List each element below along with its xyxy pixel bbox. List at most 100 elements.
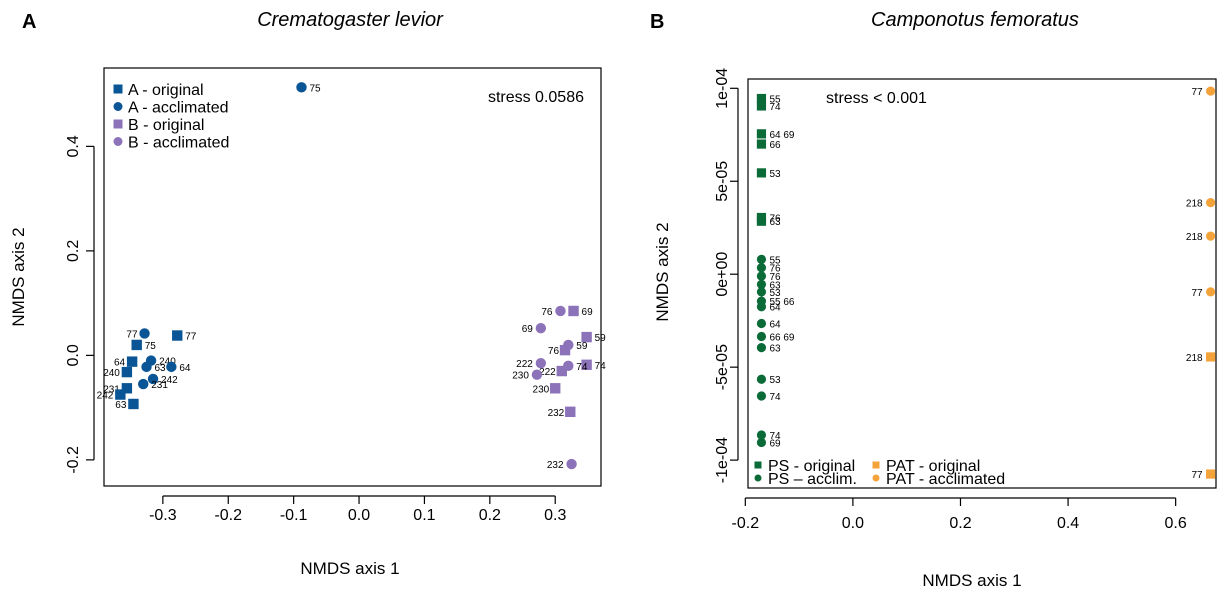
panel-b-point-pat-original (1206, 352, 1216, 362)
panel-b-point-label: 53 (769, 169, 781, 180)
panel-b-point-pat-acclimated (1206, 86, 1216, 96)
panel-b-point-label: 218 (1186, 232, 1203, 243)
panel-b-point-label: 76 (769, 214, 781, 225)
panel-b-point-ps-acclim (756, 374, 767, 384)
panel-a-xlabel: NMDS axis 1 (300, 559, 399, 578)
panel-a-point-a-original (121, 366, 133, 378)
panel-b-point-label: 53 (769, 375, 781, 386)
panel-a-point-label: 77 (185, 332, 197, 343)
panel-b-point-ps-original (756, 101, 767, 111)
panel-a-legend-label-a-acclimated: A - acclimated (128, 100, 228, 117)
panel-b-point-label: 63 (769, 280, 781, 291)
panel-b-point-label: 76 (769, 264, 781, 275)
panel-b-point-ps-original (756, 168, 767, 178)
panel-a-point-label: 75 (145, 341, 157, 352)
panel-b-legend-label-pat-original: PAT - original (886, 458, 980, 475)
panel-a-y-tick-label: 0.2 (65, 240, 82, 262)
panel-a-y-tick-label: -0.2 (65, 446, 82, 474)
panel-b-x-tick-label: 0.4 (1057, 515, 1079, 532)
panel-a-point-label: 77 (126, 329, 138, 340)
panel-b-y-tick-label: 0e+00 (714, 252, 731, 297)
panel-a-point-a-original (121, 383, 133, 394)
panel-a-point-label: 222 (539, 367, 556, 378)
panel-a-point-label: 59 (595, 333, 607, 344)
panel-a-legend-marker-a-original (113, 84, 123, 94)
panel-b-point-pat-acclimated (1206, 198, 1216, 208)
panel-a-point-a-acclimated (166, 361, 177, 373)
panel-a-legend-marker-b-acclimated (113, 137, 123, 146)
panel-b-x-tick-label: 0.6 (1165, 515, 1187, 532)
panel-b-y-tick-label: 5e-05 (714, 161, 731, 202)
panel-a-plot-frame (103, 67, 602, 487)
panel-b-point-ps-acclim (756, 271, 767, 281)
panel-a-point-a-acclimated (141, 361, 152, 373)
panel-a-point-a-acclimated (139, 328, 150, 339)
panel-a-x-tick-label: 0.3 (544, 507, 566, 524)
panel-b-point-ps-acclim (756, 318, 767, 329)
panel-a-point-label: 74 (576, 362, 588, 373)
panel-a-legend-marker-a-acclimated (113, 102, 123, 111)
panel-b-point-label: 74 (769, 102, 781, 113)
panel-a-point-label: 242 (97, 391, 114, 402)
panel-b-legend-marker-ps-original (754, 461, 762, 469)
panel-b-point-pat-acclimated (1206, 231, 1216, 241)
panel-a-title: Crematogaster levior (257, 9, 444, 31)
panel-b-point-ps-acclim (756, 263, 767, 273)
panel-a-plot: -0.3 -0.2 -0.1 0.0 0.1 0.2 0.3 -0.2 0.0 0.2 0.4 77 7… (65, 67, 607, 524)
panel-a-point-label: 59 (576, 341, 588, 352)
panel-b-point-label: 55 (769, 95, 781, 106)
panel-b-point-label: 76 (769, 272, 781, 283)
panel-a-point-label: 76 (541, 307, 553, 318)
panel-a-point-a-original (131, 339, 142, 351)
panel-a-point-b-acclimated (535, 323, 547, 334)
panel-b-point-label: 64 (769, 319, 781, 330)
panel-a-x-tick-label: 0.1 (413, 507, 435, 524)
panel-a-point-label: 64 (179, 363, 191, 374)
panel-a-point-label: 231 (103, 384, 120, 395)
panel-a-legend-label-b-original: B - original (128, 117, 204, 134)
panel-a-point-label: 69 (522, 324, 534, 335)
panel-b-point-label: 77 (1191, 470, 1203, 481)
panel-b-point-ps-acclim (756, 279, 767, 290)
panel-a-x-tick-label: 0.2 (479, 507, 501, 524)
panel-b-point-label: 63 (769, 344, 781, 355)
panel-a-point-label: 232 (548, 408, 565, 419)
panel-b-plot: -0.2 0.0 0.2 0.4 0.6 1e-04 5e-05 0e+00 -5e-05 -1e… (714, 68, 1217, 532)
panel-a-point-a-original (126, 356, 138, 367)
panel-b-legend-marker-ps-acclim (754, 474, 762, 482)
panel-b-point-label: 63 (769, 217, 781, 228)
panel-a-point-label: 63 (115, 400, 127, 411)
panel-b-legend-marker-pat-acclimated (872, 474, 880, 482)
panel-b-title: Camponotus femoratus (871, 9, 1079, 31)
panel-b-point-ps-acclim (756, 331, 767, 342)
panel-b-x-tick-label: -0.2 (732, 515, 760, 532)
panel-a-point-label: 69 (582, 307, 594, 318)
panel-a-ylabel: NMDS axis 2 (9, 227, 28, 326)
panel-a-point-label: 64 (114, 358, 126, 369)
panel-b-point-label: 74 (769, 392, 781, 403)
panel-a-point-b-original (568, 305, 579, 317)
panel-a-point-a-original (172, 330, 183, 341)
panel-a-point-a-original (115, 389, 126, 400)
panel-a-point-label: 230 (512, 371, 529, 382)
panel-b-y-tick-label: 1e-04 (714, 68, 731, 109)
panel-a-stress: stress 0.0586 (488, 89, 584, 106)
panel-a-point-b-acclimated (563, 360, 574, 372)
panel-b-point-label: 55 66 (769, 297, 794, 308)
panel-b-point-ps-acclim (756, 430, 767, 440)
panel-b-point-label: 66 69 (769, 332, 794, 343)
panel-b-point-ps-acclim (756, 391, 767, 401)
panel-b-point-label: 74 (769, 431, 781, 442)
panel-a-point-a-acclimated (296, 82, 307, 93)
panel-a-point-label: 74 (595, 361, 607, 372)
panel-a-y-tick-label: 0.4 (65, 135, 82, 157)
panel-a-point-b-original (581, 331, 592, 343)
panel-a-point-label: 242 (161, 375, 178, 386)
panel-b-point-label: 64 (769, 303, 781, 314)
panel-b-point-label: 53 (769, 288, 781, 299)
panel-a-point-label: 75 (309, 83, 321, 94)
panel-b-point-label: 218 (1186, 199, 1203, 210)
panel-a-legend-label-b-acclimated: B - acclimated (128, 135, 229, 152)
panel-b-point-label: 64 69 (769, 130, 794, 141)
